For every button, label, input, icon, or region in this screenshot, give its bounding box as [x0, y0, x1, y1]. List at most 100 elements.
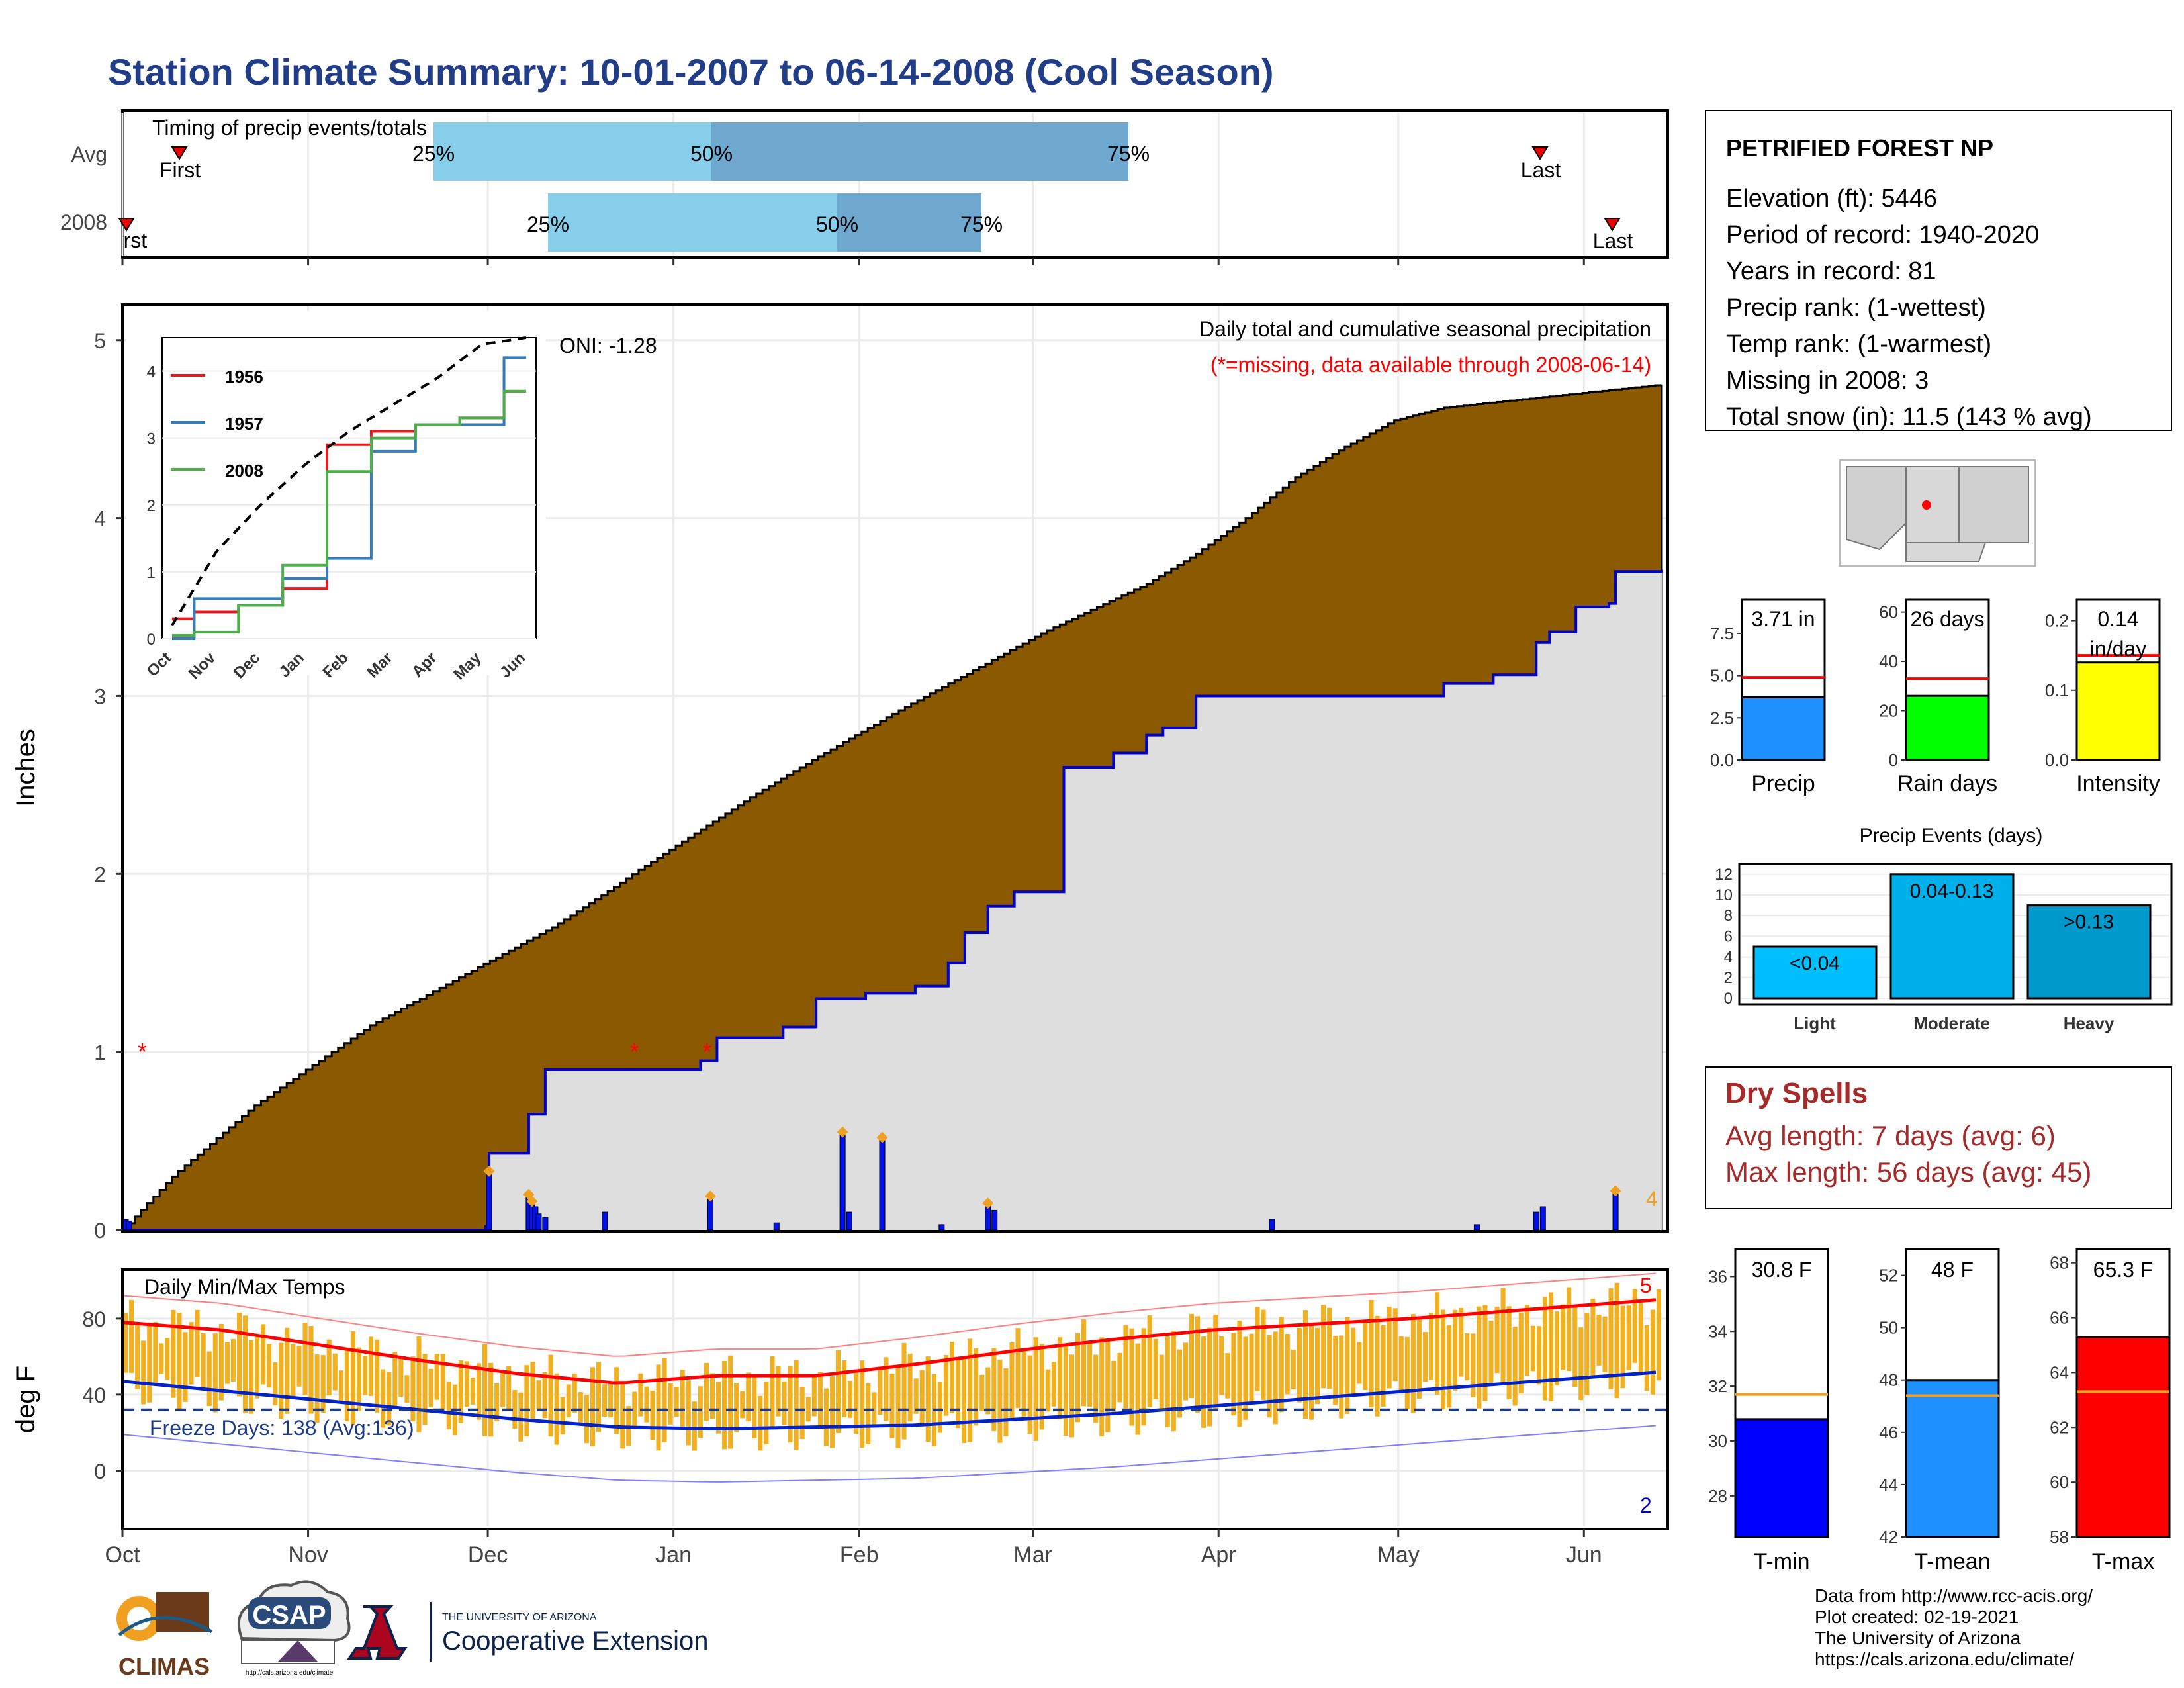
daily-temp-bar	[1279, 1317, 1284, 1413]
daily-temp-bar	[261, 1324, 266, 1385]
daily-temp-bar	[332, 1353, 338, 1391]
daily-temp-bar	[866, 1383, 871, 1444]
record-low-line	[122, 1425, 1656, 1483]
inset-avg-line	[171, 336, 527, 626]
daily-temp-bar	[410, 1356, 416, 1421]
daily-temp-bar	[1363, 1320, 1368, 1390]
daily-temp-bar	[1500, 1288, 1506, 1382]
daily-temp-bar	[656, 1364, 661, 1451]
daily-temp-bar	[698, 1386, 703, 1438]
precip-ytick-label: 4	[94, 507, 106, 531]
daily-temp-bar	[1608, 1288, 1614, 1390]
temp-bar-ytick-label: 66	[2050, 1308, 2069, 1328]
daily-temp-bar	[1302, 1310, 1308, 1419]
month-label: Oct	[105, 1542, 140, 1568]
daily-temp-bar	[1063, 1343, 1068, 1436]
summary-bar-precip	[1741, 696, 1826, 761]
daily-temp-bar	[387, 1372, 392, 1426]
daily-temp-bar	[1471, 1333, 1476, 1397]
event-bar-moderate	[1889, 873, 2015, 1000]
daily-temp-bar	[734, 1383, 739, 1433]
daily-temp-bar	[1410, 1314, 1416, 1413]
daily-temp-bar	[1057, 1337, 1062, 1420]
daily-temp-bar	[1129, 1328, 1134, 1426]
daily-temp-bar	[1105, 1338, 1111, 1432]
daily-temp-bar	[206, 1351, 212, 1406]
daily-temp-bar	[794, 1360, 799, 1450]
summary-bar-rain-days	[1905, 694, 1990, 761]
daily-precip-bar	[1473, 1224, 1480, 1231]
daily-temp-bar	[943, 1354, 948, 1416]
daily-temp-bar	[1297, 1327, 1302, 1403]
daily-temp-bar	[764, 1382, 769, 1445]
summary-ytick-label: 20	[1879, 701, 1898, 721]
daily-temp-bar	[1147, 1315, 1152, 1407]
daily-temp-bar	[422, 1354, 428, 1425]
month-label: Apr	[1201, 1542, 1236, 1568]
event-bar-heavy	[2026, 904, 2152, 1000]
2008-first-label: First	[106, 228, 147, 252]
extreme-precip-marker	[876, 1131, 888, 1143]
daily-temp-bar	[1369, 1300, 1374, 1408]
daily-temp-bar	[854, 1369, 859, 1434]
station-years: Years in record: 81	[1726, 258, 1936, 285]
locator-map	[1839, 459, 2036, 567]
summary-value-intensity-2: in/day	[2090, 637, 2146, 661]
hot-extreme-count: 5	[1640, 1274, 1652, 1297]
daily-temp-bar	[962, 1359, 967, 1444]
daily-temp-bar	[1159, 1354, 1164, 1411]
summary-ytick-label: 0.0	[1710, 750, 1734, 770]
avg-q75-label: 75%	[1107, 142, 1150, 165]
temp-bar-t-mean	[1905, 1379, 2000, 1538]
2008-q25-label: 25%	[527, 212, 569, 236]
daily-temp-bar	[937, 1382, 942, 1433]
temp-bar-value-1: 48 F	[1931, 1258, 1974, 1282]
daily-temp-bar	[1536, 1326, 1541, 1385]
daily-temp-bar	[1422, 1332, 1428, 1382]
month-label: Nov	[288, 1542, 328, 1568]
daily-temp-bar	[1447, 1325, 1452, 1408]
daily-temp-bar	[147, 1324, 152, 1403]
summary-bar-label-1: Rain days	[1897, 771, 1997, 796]
inset-ytick-label: 0	[147, 631, 156, 649]
daily-temp-bar	[1578, 1327, 1584, 1401]
daily-temp-bar	[1351, 1327, 1356, 1396]
daily-temp-bar	[1249, 1333, 1254, 1402]
station-snow: Total snow (in): 11.5 (143 % avg)	[1726, 403, 2092, 431]
daily-temp-bar	[758, 1395, 763, 1451]
daily-precip-bar	[846, 1211, 852, 1231]
season-summary-bars: 0.0 2.5 5.0 7.5 3.71 in Precip 0 20 40 60 26 days R…	[1710, 598, 2161, 796]
ua-logo: THE UNIVERSITY OF ARIZONA Cooperative Ex…	[347, 1602, 708, 1662]
daily-temp-bar	[884, 1357, 889, 1421]
daily-temp-bar	[404, 1375, 410, 1403]
daily-temp-bar	[1620, 1305, 1625, 1389]
daily-temp-bar	[153, 1322, 158, 1387]
event-bar-light	[1752, 945, 1878, 1000]
events-ytick-label: 8	[1724, 907, 1733, 925]
daily-temp-bar	[440, 1354, 445, 1411]
avg-tmin-line	[122, 1370, 1657, 1430]
daily-temp-bar	[470, 1378, 475, 1405]
daily-temp-bar	[1428, 1313, 1434, 1380]
dry-spells-max: Max length: 56 days (avg: 45)	[1725, 1156, 2091, 1188]
daily-temp-bar	[428, 1368, 433, 1408]
daily-temp-bar	[1027, 1355, 1032, 1434]
daily-temp-bar	[1650, 1309, 1655, 1395]
daily-temp-bar	[1003, 1368, 1009, 1436]
record-high-line	[122, 1272, 1656, 1357]
summary-value-0: 3.71 in	[1751, 607, 1815, 631]
daily-temp-bar	[680, 1370, 685, 1428]
events-ytick-label: 10	[1715, 886, 1733, 904]
daily-temp-bar	[1237, 1320, 1242, 1427]
2008-q50-label: 50%	[816, 212, 858, 236]
daily-temp-bar	[506, 1366, 512, 1411]
daily-temp-bar	[1572, 1305, 1578, 1387]
daily-precip-bar	[126, 1221, 132, 1231]
daily-temp-bar	[302, 1323, 308, 1395]
summary-ytick-label: 5.0	[1710, 666, 1734, 686]
inset-ytick-label: 4	[147, 363, 156, 381]
summary-value-1: 26 days	[1910, 607, 1984, 631]
daily-temp-bar	[363, 1355, 368, 1396]
daily-temp-bar	[1506, 1306, 1512, 1399]
